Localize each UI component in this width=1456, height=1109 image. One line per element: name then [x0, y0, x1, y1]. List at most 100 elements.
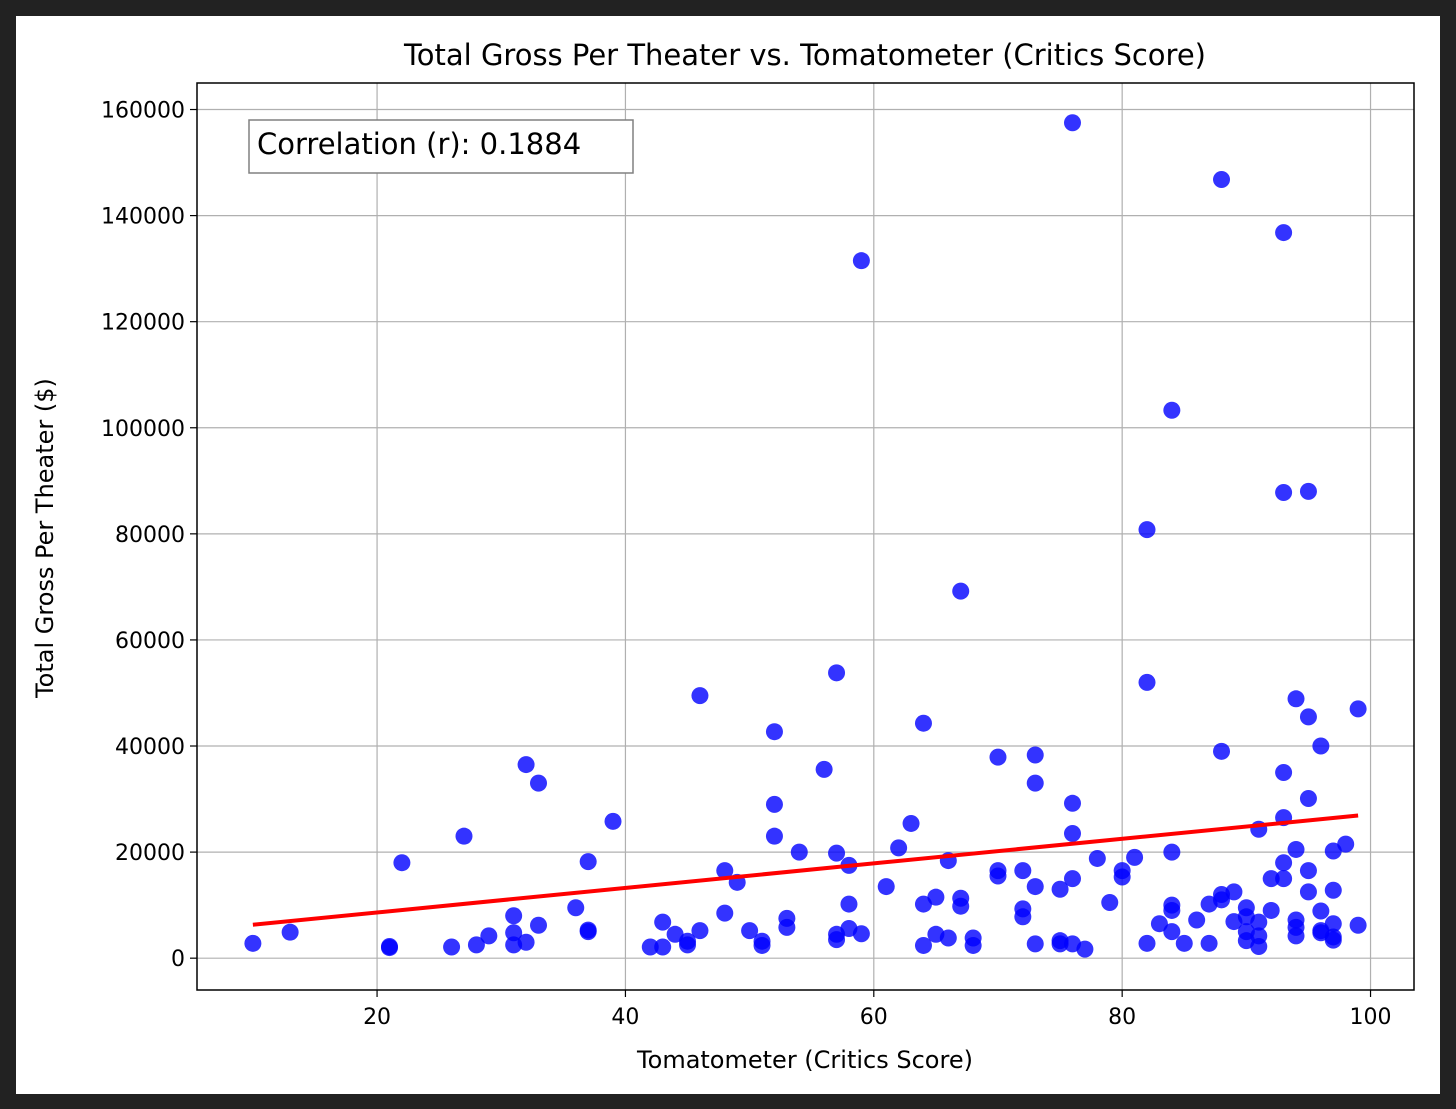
data-point [1250, 913, 1268, 931]
annotation-text: Correlation (r): 0.1884 [257, 127, 581, 161]
data-point [778, 918, 796, 936]
data-point [1287, 927, 1305, 945]
data-point [828, 664, 846, 682]
data-point [1026, 746, 1044, 764]
data-point [741, 922, 759, 940]
data-point [1275, 224, 1293, 242]
data-point [765, 795, 783, 813]
data-point [1225, 883, 1243, 901]
data-point [443, 938, 461, 956]
data-point [1076, 940, 1094, 958]
data-point [1163, 843, 1181, 861]
data-point [1051, 880, 1069, 898]
data-point [691, 687, 709, 705]
data-point [1200, 934, 1218, 952]
data-point [517, 933, 535, 951]
data-point [1275, 764, 1293, 782]
data-point [1026, 878, 1044, 896]
data-point [989, 867, 1007, 885]
x-tick-label: 80 [1108, 1005, 1136, 1030]
data-point [1138, 521, 1156, 539]
data-point [455, 827, 473, 845]
data-point [530, 916, 548, 934]
data-point [1126, 848, 1144, 866]
y-tick-label: 140000 [101, 205, 185, 230]
data-point [666, 925, 684, 943]
y-tick-label: 160000 [101, 99, 185, 124]
data-point [679, 932, 697, 950]
data-point [1063, 870, 1081, 888]
data-points [244, 114, 1367, 958]
data-point [281, 923, 299, 941]
data-point [1101, 893, 1119, 911]
data-point [1213, 891, 1231, 909]
annotation-frame [248, 119, 634, 174]
data-point [902, 814, 920, 832]
data-point [1324, 915, 1342, 933]
data-point [1088, 849, 1106, 867]
data-point [467, 936, 485, 954]
data-point [579, 853, 597, 871]
data-point [1324, 842, 1342, 860]
data-point [1213, 742, 1231, 760]
data-point [765, 723, 783, 741]
data-point [1299, 790, 1317, 808]
data-point [1324, 931, 1342, 949]
data-point [1014, 908, 1032, 926]
data-point [1138, 673, 1156, 691]
data-point [890, 839, 908, 857]
data-point [914, 714, 932, 732]
data-point [1250, 938, 1268, 956]
data-point [1051, 935, 1069, 953]
y-tick-label: 60000 [115, 629, 185, 654]
grid-lines [197, 83, 1414, 990]
data-point [1063, 114, 1081, 132]
data-point [567, 899, 585, 917]
y-axis-label: Total Gross Per Theater ($) [31, 378, 59, 699]
data-point [1163, 923, 1181, 941]
y-tick-label: 100000 [101, 417, 185, 442]
x-tick-label: 100 [1350, 1005, 1392, 1030]
data-point [1324, 881, 1342, 899]
data-point [1150, 915, 1168, 933]
data-point [914, 936, 932, 954]
data-point [691, 922, 709, 940]
data-point [927, 888, 945, 906]
y-tick-label: 80000 [115, 523, 185, 548]
data-point [1163, 401, 1181, 419]
chart-title: Total Gross Per Theater vs. Tomatometer … [403, 38, 1206, 72]
axes-frame [196, 82, 1415, 991]
regression-line [252, 813, 1359, 927]
data-point [1337, 835, 1355, 853]
data-point [244, 934, 262, 952]
data-point [1299, 708, 1317, 726]
correlation-annotation: Correlation (r): 0.1884 [248, 119, 634, 174]
data-point [654, 938, 672, 956]
data-point [1026, 774, 1044, 792]
data-point [1312, 737, 1330, 755]
data-point [828, 844, 846, 862]
x-axis-label: Tomatometer (Critics Score) [636, 1046, 973, 1074]
data-point [393, 854, 411, 872]
data-point [1063, 794, 1081, 812]
data-point [989, 748, 1007, 766]
data-point [964, 936, 982, 954]
data-point [1349, 916, 1367, 934]
figure: Total Gross Per Theater vs. Tomatometer … [16, 16, 1440, 1094]
scatter-chart: Total Gross Per Theater vs. Tomatometer … [31, 38, 1415, 1074]
data-point [1299, 862, 1317, 880]
data-point [840, 895, 858, 913]
data-point [1138, 934, 1156, 952]
data-point [914, 895, 932, 913]
data-point [1175, 934, 1193, 952]
x-tick-label: 40 [611, 1005, 639, 1030]
data-point [505, 907, 523, 925]
data-point [1299, 482, 1317, 500]
axis-ticks: 20 40 60 80 100 0 20000 40000 60000 80000 100000 12… [101, 99, 1392, 1030]
data-point [1275, 870, 1293, 888]
data-point [1275, 854, 1293, 872]
data-point [1287, 840, 1305, 858]
data-point [1262, 870, 1280, 888]
x-tick-label: 60 [860, 1005, 888, 1030]
y-tick-label: 120000 [101, 311, 185, 336]
